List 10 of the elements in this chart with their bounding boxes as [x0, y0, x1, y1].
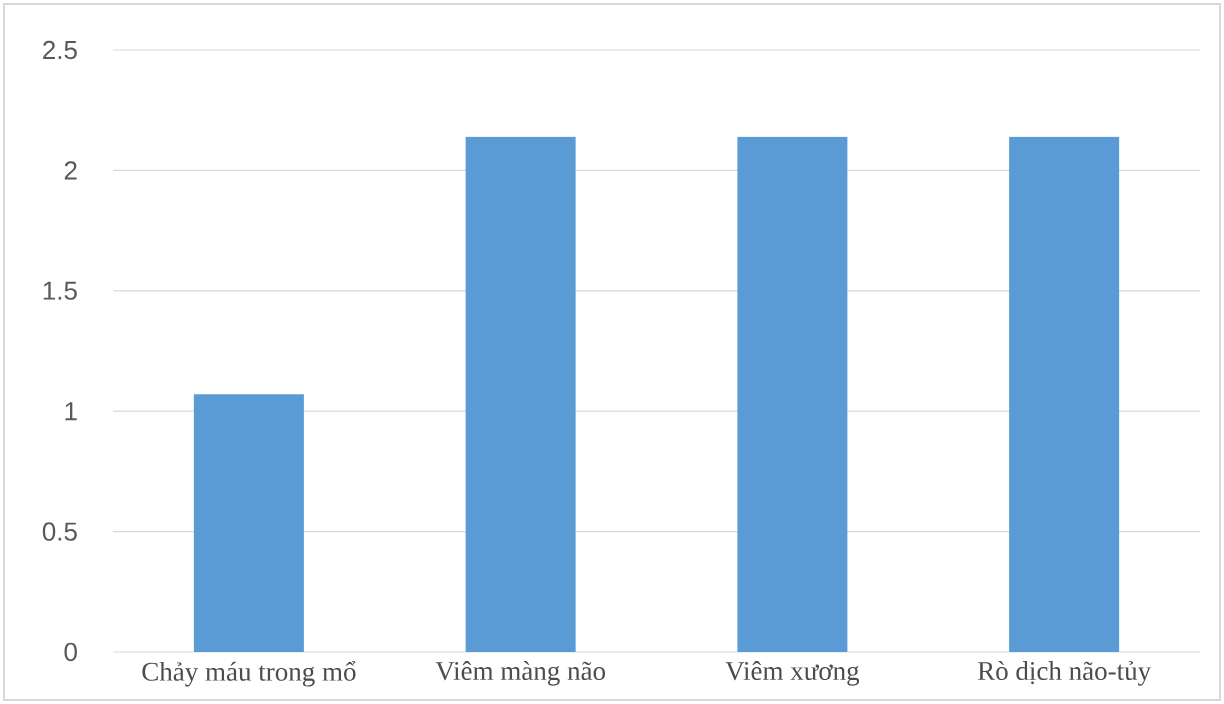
y-tick-label: 1	[65, 402, 77, 421]
y-tick-label: 2.5	[43, 40, 77, 60]
x-tick-label: Rò dịch não-tủy	[977, 661, 1152, 686]
y-tick-label: 1.5	[43, 281, 77, 300]
y-tick-label: 0	[64, 642, 77, 662]
y-tick-label: 0.5	[42, 522, 77, 541]
y-tick-label: 2	[64, 161, 77, 180]
x-tick-label: Viêm màng não	[435, 661, 606, 686]
x-tick-label: Viêm xương	[725, 661, 860, 686]
x-tick-label: Chảy máu trong mổ	[142, 661, 356, 687]
